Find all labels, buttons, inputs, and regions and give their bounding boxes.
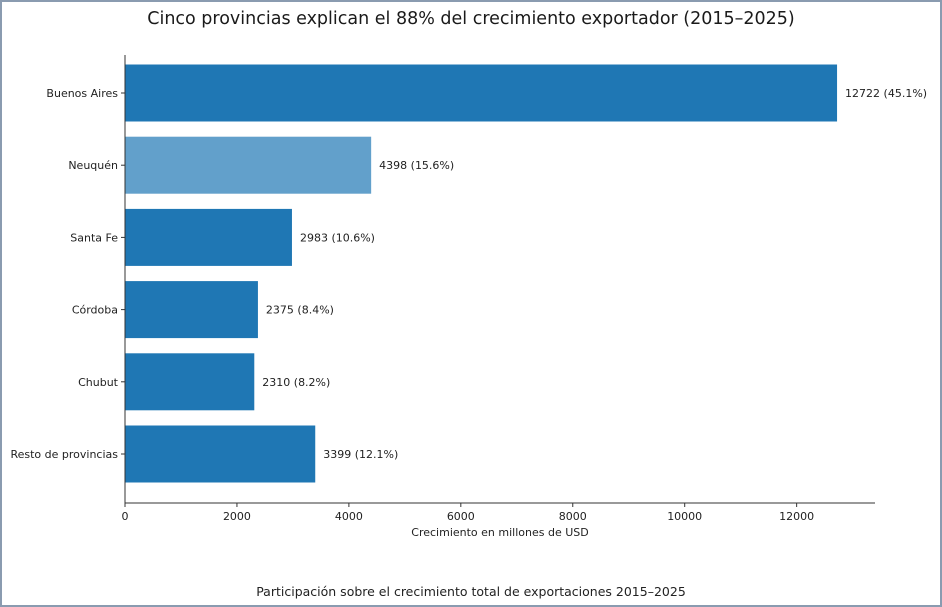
x-tick-label-4: 8000 [559,510,587,523]
y-tick-label-4: Chubut [78,376,119,389]
bar-0 [125,64,838,122]
data-label-2: 2983 (10.6%) [300,231,375,244]
data-label-1: 4398 (15.6%) [379,159,454,172]
chart-title: Cinco provincias explican el 88% del cre… [147,9,795,29]
y-tick-label-5: Resto de provincias [10,448,118,461]
bar-1 [125,136,372,194]
x-axis-label: Crecimiento en millones de USD [411,526,588,539]
y-tick-label-1: Neuquén [68,159,118,172]
bar-5 [125,425,316,483]
bar-2 [125,208,292,266]
x-tick-label-6: 12000 [779,510,814,523]
y-tick-label-2: Santa Fe [70,231,118,244]
chart-caption: Participación sobre el crecimiento total… [256,584,686,599]
bar-3 [125,281,258,339]
labels-group: Buenos Aires 12722 (45.1%) Neuquén 4398 (15… [10,87,927,539]
axes-group [121,55,875,507]
x-tick-label-3: 6000 [447,510,475,523]
x-tick-label-0: 0 [122,510,129,523]
y-tick-label-0: Buenos Aires [46,87,118,100]
data-label-4: 2310 (8.2%) [262,376,330,389]
bar-4 [125,353,255,411]
data-label-5: 3399 (12.1%) [323,448,398,461]
x-tick-label-5: 10000 [667,510,702,523]
x-tick-label-1: 2000 [223,510,251,523]
x-tick-label-2: 4000 [335,510,363,523]
bars-group [125,64,838,483]
data-label-0: 12722 (45.1%) [845,87,927,100]
y-tick-label-3: Córdoba [72,304,118,317]
data-label-3: 2375 (8.4%) [266,304,334,317]
